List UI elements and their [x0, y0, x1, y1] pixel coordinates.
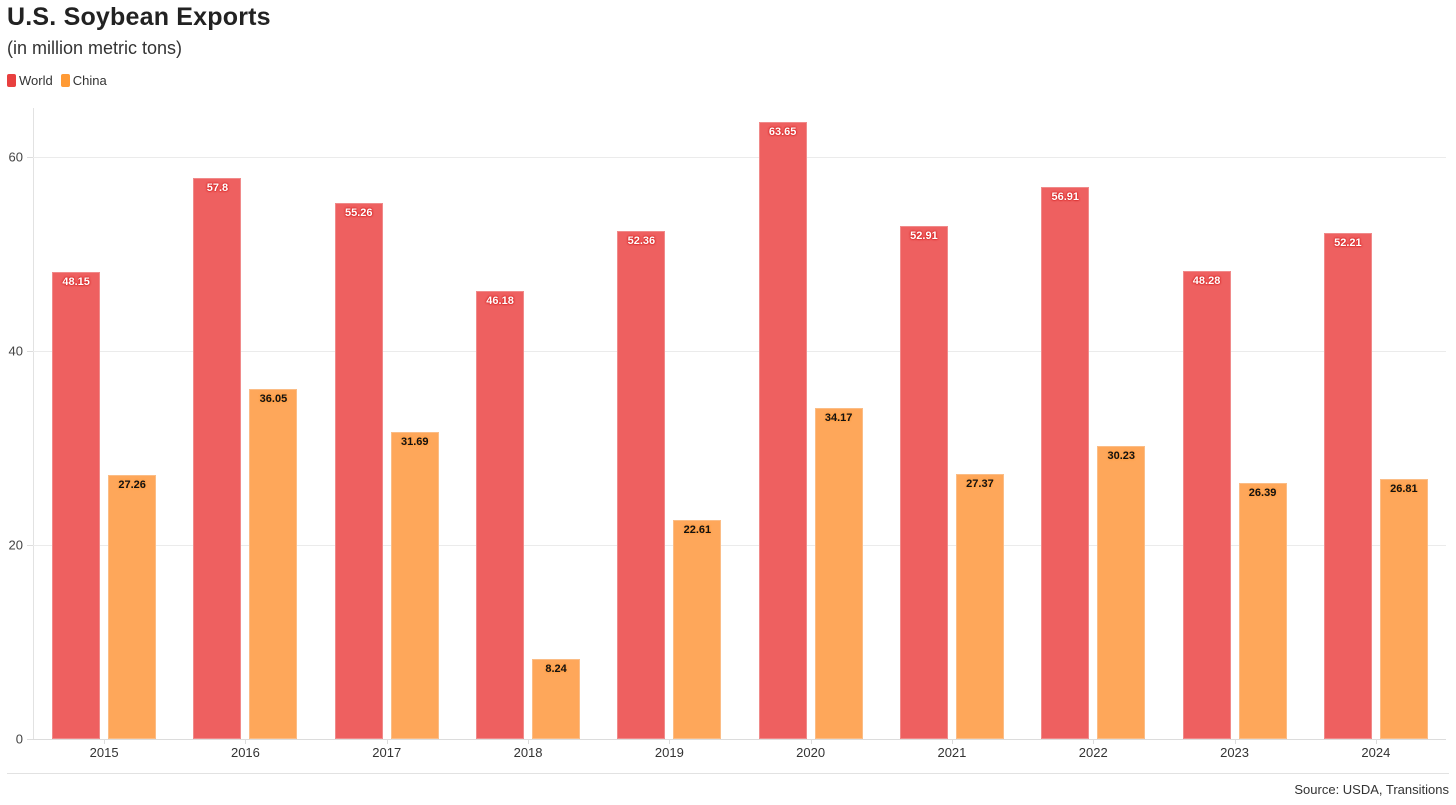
bar-value-label: 26.81: [1390, 482, 1418, 495]
x-tick-mark: [386, 739, 388, 744]
bar-china-2022[interactable]: 30.23: [1097, 445, 1146, 739]
x-tick-label: 2015: [89, 745, 119, 760]
y-tick-label: 0: [15, 731, 23, 747]
bar-value-label: 52.21: [1334, 236, 1362, 249]
y-tick-mark: [27, 739, 33, 740]
plot-area: 0 20 40 60 48.15 27.26 2015 57.8 36.05 2016 55.26 3…: [9, 108, 1446, 760]
bar-value-label: 56.91: [1051, 190, 1080, 203]
x-tick-label: 2022: [1078, 745, 1108, 760]
bar-world-2015[interactable]: 48.15: [52, 271, 101, 739]
bar-world-2022[interactable]: 56.91: [1041, 186, 1090, 739]
bar-china-2019[interactable]: 22.61: [673, 519, 722, 739]
bar-world-2024[interactable]: 52.21: [1323, 232, 1372, 739]
x-tick-mark: [810, 739, 812, 744]
legend-label-china: China: [72, 73, 107, 88]
x-tick-label: 2019: [654, 745, 684, 760]
y-axis-line: [33, 108, 34, 739]
x-tick-label: 2024: [1361, 745, 1391, 760]
source-note: Source: USDA, Transitions: [1294, 782, 1449, 797]
bar-value-label: 27.37: [966, 477, 994, 490]
bar-world-2017[interactable]: 55.26: [334, 202, 383, 739]
x-tick-mark: [1093, 739, 1095, 744]
bar-world-2021[interactable]: 52.91: [899, 225, 948, 739]
bar-world-2018[interactable]: 46.18: [476, 291, 525, 739]
legend-label-world: World: [19, 73, 53, 88]
bar-value-label: 27.26: [118, 478, 146, 491]
bar-china-2020[interactable]: 34.17: [814, 407, 863, 739]
bar-value-label: 8.24: [545, 663, 567, 676]
y-tick-label: 40: [8, 343, 23, 359]
x-tick-mark: [1234, 739, 1236, 744]
bar-value-label: 52.36: [627, 235, 656, 248]
legend: World China: [7, 73, 107, 88]
bar-china-2021[interactable]: 27.37: [955, 473, 1004, 739]
bar-value-label: 36.05: [259, 393, 288, 406]
bar-value-label: 34.17: [824, 411, 853, 424]
y-tick-label: 20: [8, 537, 23, 553]
bar-china-2023[interactable]: 26.39: [1238, 483, 1287, 739]
bar-value-label: 31.69: [400, 435, 429, 448]
x-axis-line: [33, 739, 1446, 740]
legend-swatch-world: [7, 74, 16, 87]
x-tick-mark: [245, 739, 247, 744]
bar-value-label: 26.39: [1248, 487, 1277, 500]
x-tick-label: 2017: [372, 745, 402, 760]
bar-value-label: 55.26: [344, 206, 373, 219]
x-tick-label: 2016: [230, 745, 260, 760]
x-tick-label: 2023: [1220, 745, 1250, 760]
y-tick-mark: [27, 157, 33, 158]
y-tick-mark: [27, 351, 33, 352]
bar-china-2024[interactable]: 26.81: [1379, 478, 1428, 739]
y-tick-label: 60: [8, 149, 23, 165]
x-tick-mark: [951, 739, 953, 744]
bar-china-2015[interactable]: 27.26: [108, 474, 157, 739]
legend-item-world[interactable]: World: [7, 73, 53, 88]
chart-title: U.S. Soybean Exports: [7, 3, 271, 31]
x-tick-mark: [669, 739, 671, 744]
bar-china-2017[interactable]: 31.69: [390, 431, 439, 739]
gridline: [33, 545, 1446, 546]
bar-china-2016[interactable]: 36.05: [249, 389, 298, 739]
gridline: [33, 157, 1446, 158]
bar-value-label: 52.91: [910, 229, 938, 242]
gridline: [33, 351, 1446, 352]
x-tick-label: 2021: [937, 745, 967, 760]
bar-value-label: 48.28: [1192, 274, 1221, 287]
x-tick-label: 2020: [796, 745, 826, 760]
bar-world-2023[interactable]: 48.28: [1182, 270, 1231, 739]
bar-value-label: 22.61: [683, 523, 712, 536]
bar-value-label: 63.65: [768, 125, 797, 138]
bar-china-2018[interactable]: 8.24: [532, 659, 581, 739]
y-tick-mark: [27, 545, 33, 546]
chart-subtitle: (in million metric tons): [7, 38, 183, 58]
bar-value-label: 57.8: [206, 182, 229, 195]
bar-world-2019[interactable]: 52.36: [617, 231, 666, 739]
bar-value-label: 30.23: [1107, 449, 1136, 462]
legend-item-china[interactable]: China: [60, 73, 107, 88]
legend-swatch-china: [60, 74, 70, 87]
x-tick-mark: [1375, 739, 1377, 744]
bar-world-2016[interactable]: 57.8: [193, 178, 242, 739]
x-tick-mark: [528, 739, 530, 744]
bar-value-label: 46.18: [486, 295, 514, 308]
bar-value-label: 48.15: [62, 275, 90, 288]
x-tick-mark: [104, 739, 106, 744]
footer-divider: [7, 773, 1449, 774]
bar-world-2020[interactable]: 63.65: [758, 121, 807, 739]
x-tick-label: 2018: [513, 745, 543, 760]
